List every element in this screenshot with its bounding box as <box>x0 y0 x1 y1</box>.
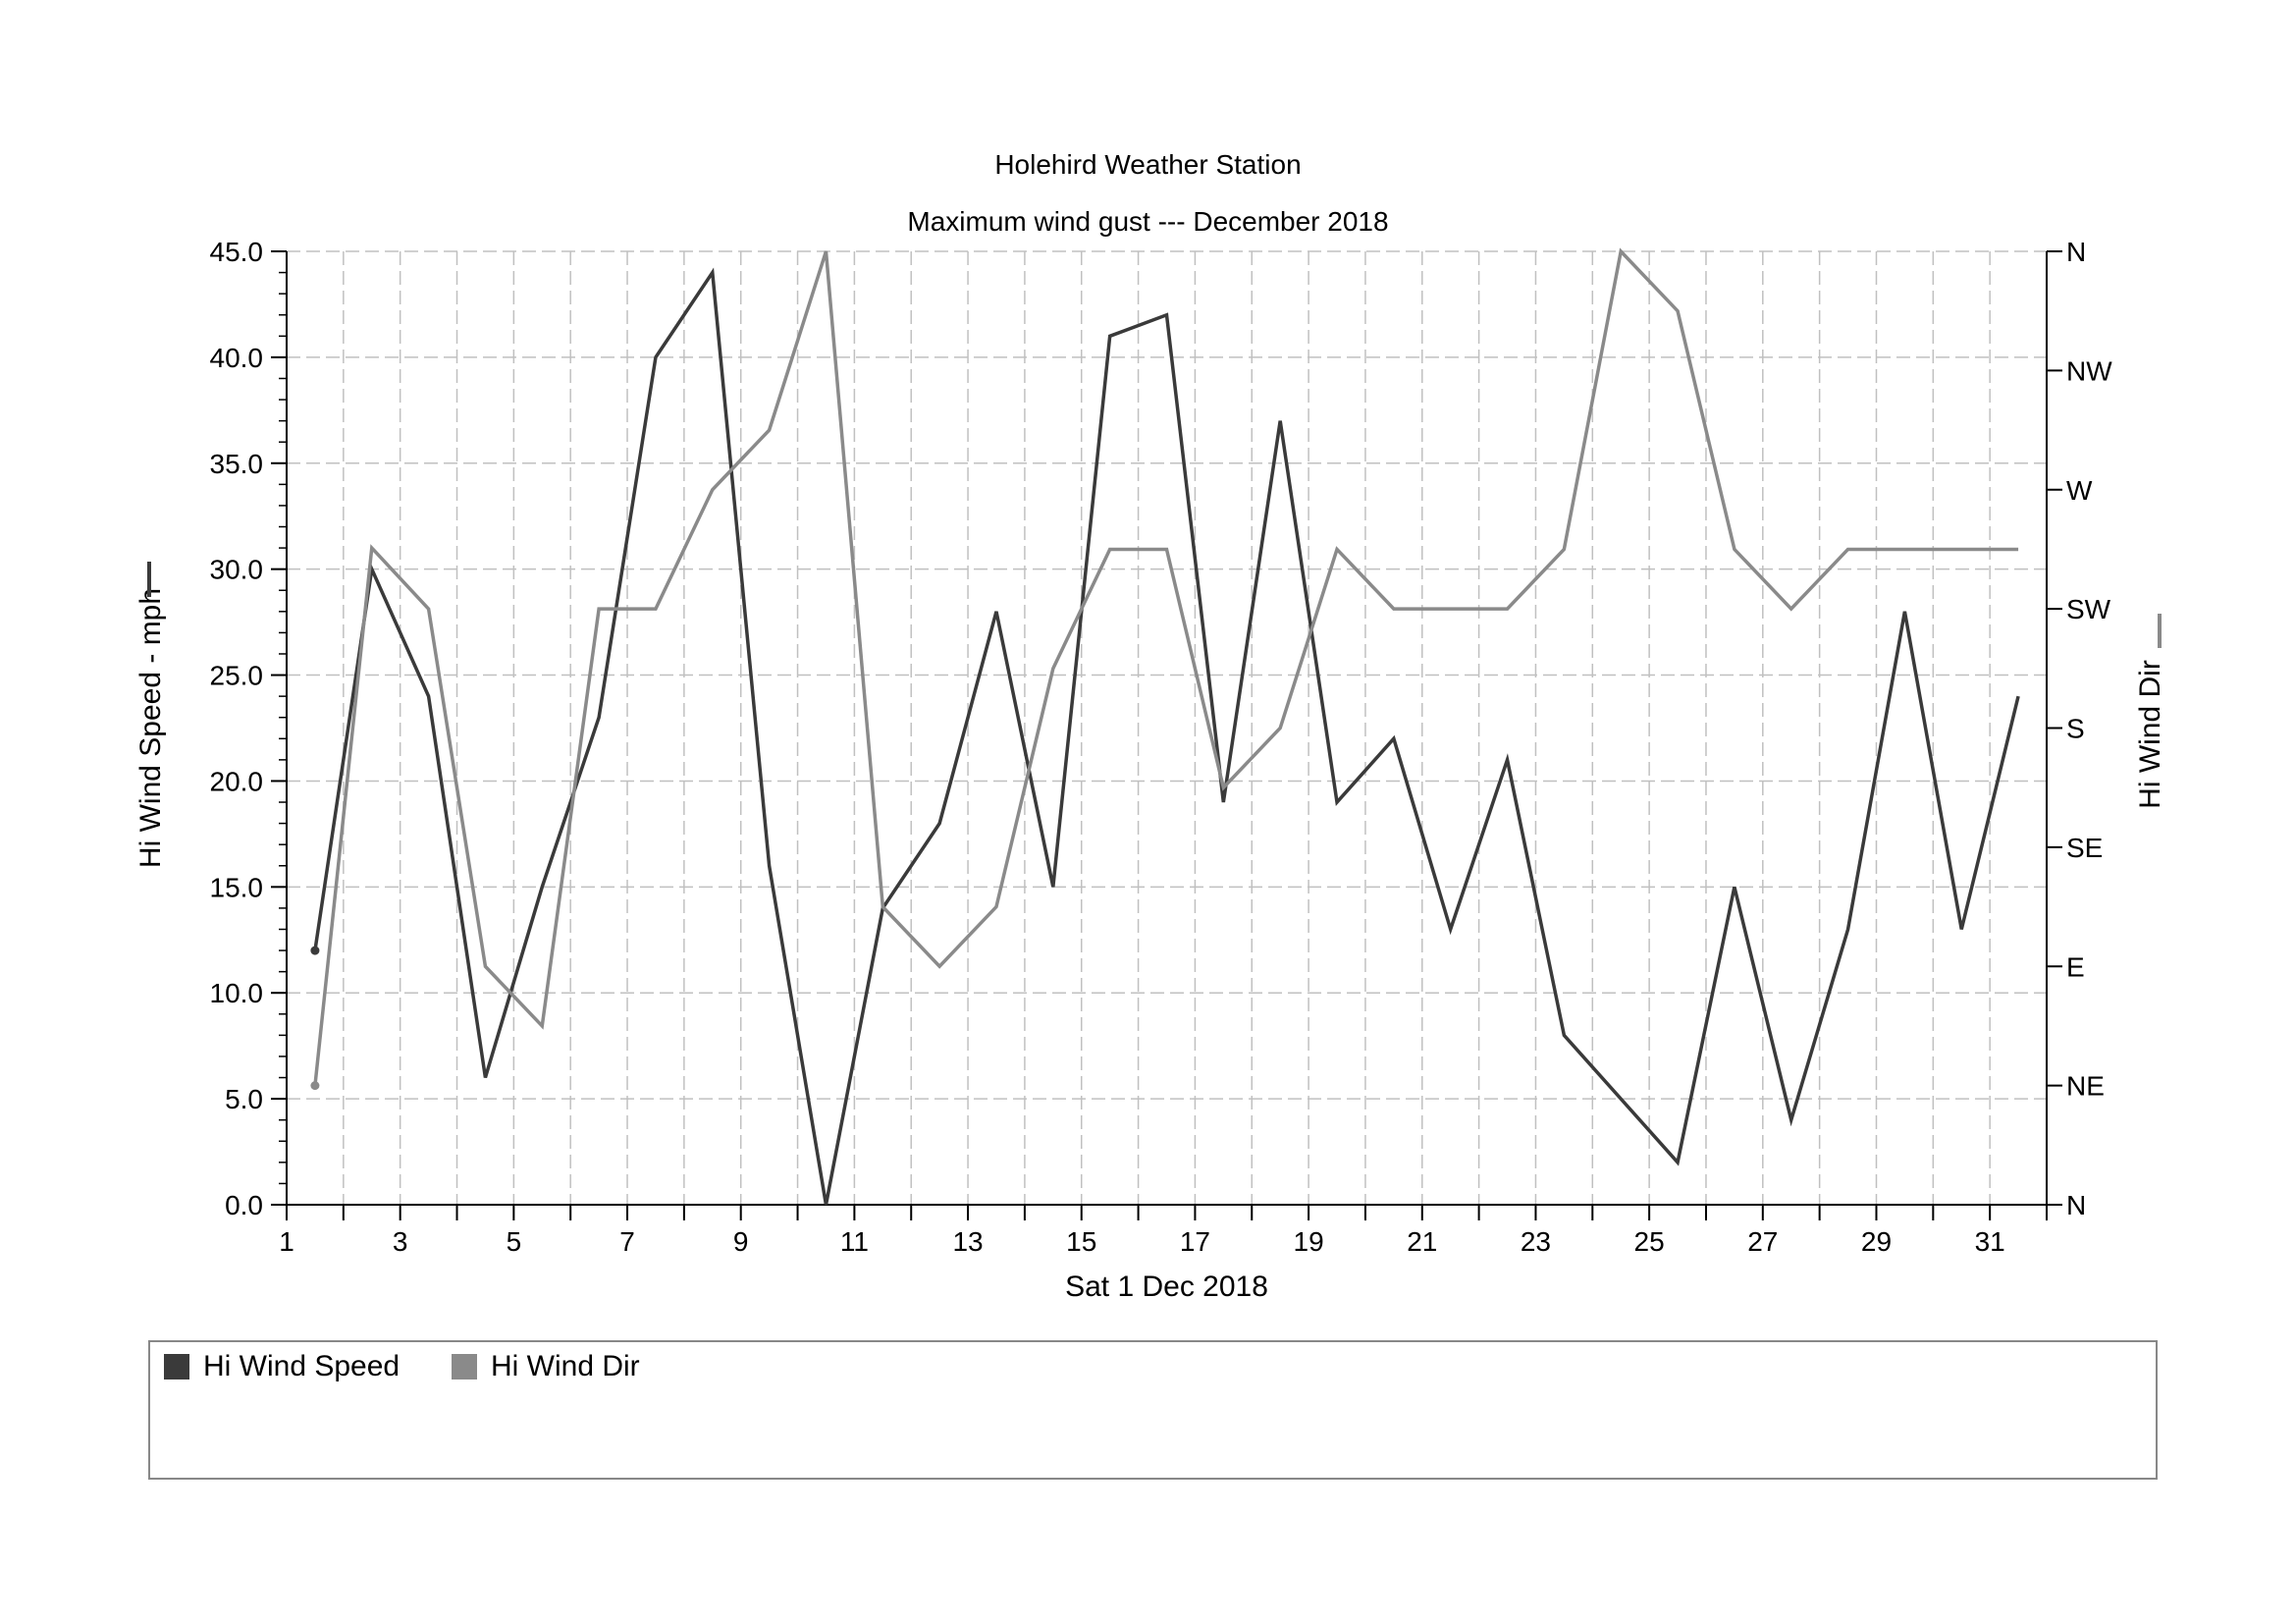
y-tick-label: 15.0 <box>210 872 264 902</box>
legend-box <box>148 1340 2158 1480</box>
y2-tick-label: SE <box>2066 833 2103 863</box>
x-tick-label: 17 <box>1180 1226 1210 1257</box>
x-tick-label: 23 <box>1521 1226 1551 1257</box>
y2-tick-label: W <box>2066 475 2093 506</box>
y2-tick-label: SW <box>2066 594 2111 624</box>
x-tick-label: 5 <box>507 1226 522 1257</box>
y-tick-label: 0.0 <box>225 1190 263 1220</box>
x-tick-label: 11 <box>840 1226 869 1257</box>
series-line-hi-wind-speed <box>313 267 2020 1206</box>
y-tick-label: 20.0 <box>210 766 264 796</box>
x-tick-label: 25 <box>1634 1226 1665 1257</box>
y-tick-label: 35.0 <box>210 449 264 479</box>
y-tick-label: 5.0 <box>225 1084 263 1114</box>
series-start-point-hi-wind-dir <box>310 1081 320 1091</box>
x-tick-label: 19 <box>1294 1226 1324 1257</box>
y2-axis-label: Hi Wind Dir <box>2134 660 2166 809</box>
x-tick-label: 9 <box>733 1226 749 1257</box>
x-tick-label: 27 <box>1747 1226 1778 1257</box>
x-tick-label: 3 <box>393 1226 408 1257</box>
y-tick-label: 45.0 <box>210 237 264 267</box>
y2-tick-label: NW <box>2066 355 2112 386</box>
x-tick-label: 31 <box>1975 1226 2005 1257</box>
y-tick-label: 25.0 <box>210 661 264 691</box>
x-axis-label: Sat 1 Dec 2018 <box>1065 1271 1268 1303</box>
x-tick-label: 15 <box>1066 1226 1096 1257</box>
x-tick-label: 7 <box>619 1226 635 1257</box>
y2-tick-label: E <box>2066 951 2085 982</box>
x-tick-label: 29 <box>1861 1226 1892 1257</box>
x-tick-label: 21 <box>1407 1226 1437 1257</box>
y2-tick-label: N <box>2066 1190 2086 1220</box>
chart-title: Holehird Weather Station <box>994 149 1302 180</box>
series-start-point-hi-wind-speed <box>310 946 320 955</box>
legend-swatch-hi-wind-dir <box>452 1354 477 1380</box>
legend-label-hi-wind-dir: Hi Wind Dir <box>491 1350 640 1382</box>
y2-tick-label: S <box>2066 714 2085 744</box>
legend-item-hi-wind-speed: Hi Wind Speed <box>164 1350 400 1383</box>
x-tick-label: 13 <box>952 1226 983 1257</box>
legend-label-hi-wind-speed: Hi Wind Speed <box>203 1350 400 1382</box>
y-tick-label: 10.0 <box>210 978 264 1008</box>
x-tick-label: 1 <box>279 1226 294 1257</box>
y2-tick-label: N <box>2066 237 2086 267</box>
series-line-hi-wind-dir <box>313 247 2019 1086</box>
y-tick-label: 40.0 <box>210 343 264 373</box>
legend-swatch-hi-wind-speed <box>164 1354 189 1380</box>
y2-tick-label: NE <box>2066 1071 2105 1102</box>
y-tick-label: 30.0 <box>210 555 264 585</box>
y-axis-label: Hi Wind Speed - mph <box>134 588 167 868</box>
chart-subtitle: Maximum wind gust --- December 2018 <box>907 206 1389 237</box>
legend-item-hi-wind-dir: Hi Wind Dir <box>452 1350 640 1383</box>
